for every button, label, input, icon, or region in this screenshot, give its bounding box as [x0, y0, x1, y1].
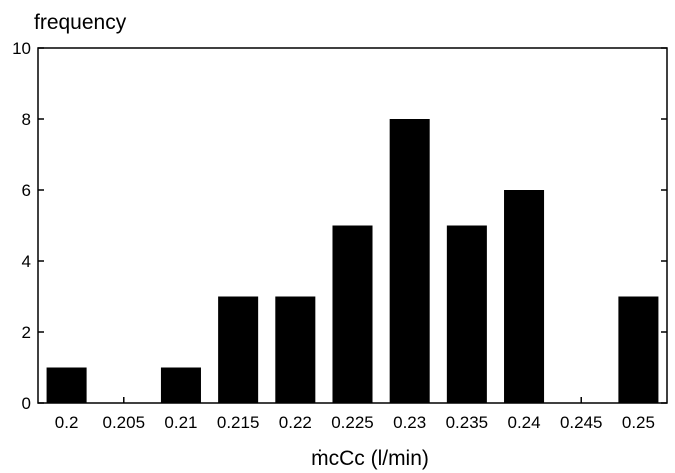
x-tick-label: 0.25: [622, 413, 655, 432]
y-axis: 0 2 4 6 8 10: [12, 39, 667, 413]
x-axis-title: ṁcCc (l/min): [311, 447, 429, 470]
bar-0.24: [504, 190, 545, 403]
bar-0.225: [332, 225, 373, 403]
x-tick-label: 0.205: [102, 413, 145, 432]
bar-0.235: [446, 225, 487, 403]
x-tick-label: 0.235: [446, 413, 489, 432]
x-tick-label: 0.245: [560, 413, 603, 432]
y-axis-title: frequency: [34, 11, 127, 34]
bar-0.23: [389, 119, 430, 403]
y-tick-label: 4: [22, 252, 31, 271]
x-tick-label: 0.2: [55, 413, 79, 432]
x-tick-label: 0.22: [279, 413, 312, 432]
y-tick-label: 2: [22, 323, 31, 342]
x-tick-label: 0.24: [507, 413, 540, 432]
x-tick-label: 0.215: [217, 413, 260, 432]
bar-0.21: [160, 367, 201, 403]
bars: [46, 119, 659, 403]
bar-0.22: [275, 296, 316, 403]
x-tick-label: 0.21: [164, 413, 197, 432]
x-tick-label: 0.23: [393, 413, 426, 432]
bar-0.25: [618, 296, 659, 403]
bar-0.215: [218, 296, 259, 403]
bar-0.2: [46, 367, 87, 403]
y-tick-label: 6: [22, 181, 31, 200]
y-tick-label: 0: [22, 394, 31, 413]
y-tick-label: 8: [22, 110, 31, 129]
x-tick-label: 0.225: [331, 413, 374, 432]
y-tick-label: 10: [12, 39, 31, 58]
